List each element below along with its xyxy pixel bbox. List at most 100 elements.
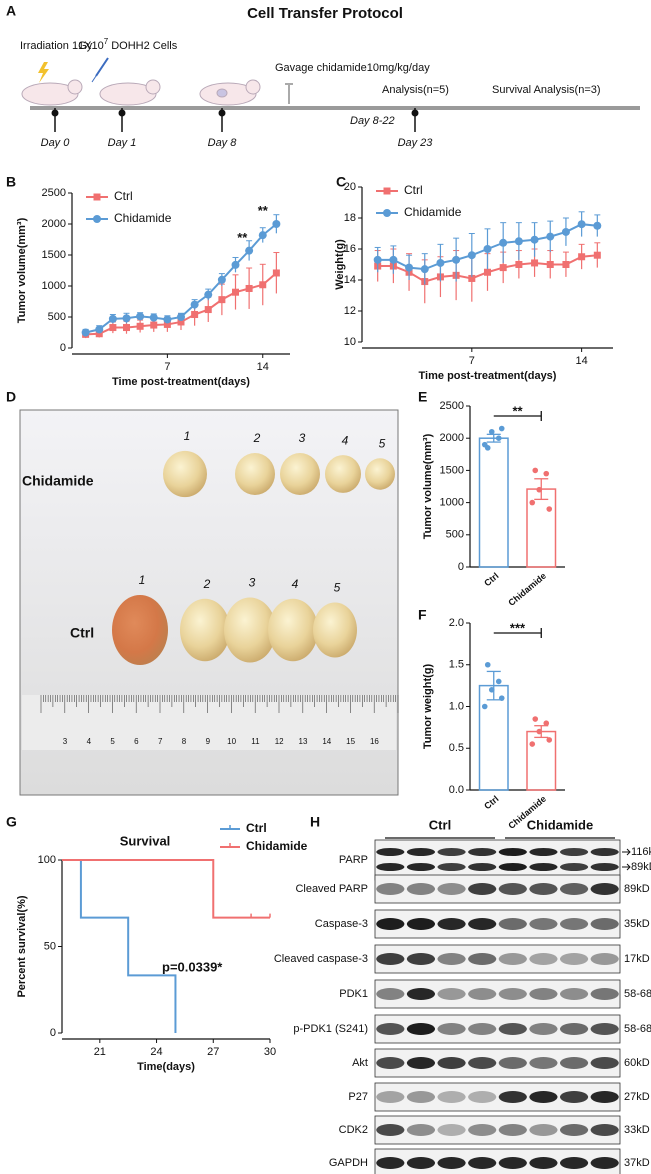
band — [406, 988, 436, 1000]
tumor — [280, 453, 320, 495]
bar — [478, 684, 509, 791]
marker — [245, 246, 254, 255]
row-label: CDK2 — [339, 1124, 368, 1136]
band — [498, 988, 527, 1000]
panel-label: D — [6, 389, 16, 405]
size-label: 37kD — [624, 1157, 650, 1169]
x-tick-label: 7 — [469, 355, 475, 367]
arrow — [622, 848, 631, 856]
tumor-number: 3 — [299, 431, 306, 445]
text: 1X10 — [78, 40, 104, 52]
band — [529, 918, 558, 930]
band — [590, 1091, 619, 1103]
row-label: p-PDK1 (S241) — [293, 1023, 368, 1035]
marker — [218, 296, 226, 304]
size-label: 89kD — [631, 861, 651, 873]
row-label: Caspase-3 — [315, 918, 368, 930]
marker — [373, 255, 382, 264]
marker — [150, 321, 158, 329]
marker — [109, 324, 117, 332]
band — [590, 1023, 619, 1035]
x-tick-label: Ctrl — [482, 794, 500, 812]
band — [468, 1124, 497, 1136]
arrow — [622, 863, 631, 871]
day-label: Day 0 — [41, 137, 71, 149]
band — [559, 1091, 589, 1103]
row-label: P27 — [348, 1091, 368, 1103]
marker — [561, 227, 570, 236]
row-label: Cleaved caspase-3 — [274, 953, 368, 965]
tumor-number: 1 — [139, 573, 146, 587]
band — [437, 1023, 466, 1035]
marker — [204, 306, 212, 314]
band — [406, 1057, 436, 1069]
marker — [136, 312, 145, 321]
ruler-number: 6 — [134, 737, 139, 746]
tumor — [163, 450, 207, 498]
band — [468, 988, 497, 1000]
y-tick-label: 0.0 — [449, 784, 464, 796]
x-tick-label: 21 — [94, 1046, 106, 1058]
band — [590, 848, 619, 856]
band — [529, 1057, 558, 1069]
band — [437, 863, 466, 871]
x-tick-label: 14 — [257, 361, 269, 373]
y-tick-label: 1000 — [42, 280, 66, 292]
y-tick-label: 0 — [50, 1027, 56, 1039]
y-axis-label: Tumor volume(mm³) — [422, 433, 434, 539]
marker — [108, 314, 117, 323]
band — [498, 863, 527, 871]
band — [468, 863, 497, 871]
band — [406, 1157, 436, 1169]
y-axis-label: Weight(g) — [334, 239, 346, 290]
ruler-number: 14 — [322, 737, 331, 746]
band — [498, 1091, 527, 1103]
y-tick-label: 0 — [60, 342, 66, 354]
marker — [562, 261, 570, 268]
band — [559, 953, 589, 965]
band — [498, 953, 527, 965]
marker — [122, 314, 131, 323]
band — [590, 988, 619, 1000]
band — [468, 848, 497, 856]
marker — [245, 284, 253, 292]
marker — [436, 258, 445, 267]
ruler-number: 9 — [206, 737, 211, 746]
panel-label: H — [310, 814, 320, 830]
y-tick-label: 2.0 — [449, 617, 464, 629]
row-label: Akt — [352, 1057, 368, 1069]
panel-label: B — [6, 174, 16, 190]
superscript: 7 — [104, 37, 109, 46]
significance: ** — [512, 403, 523, 418]
band — [529, 953, 558, 965]
blot-frame — [374, 839, 621, 881]
marker — [514, 237, 523, 246]
ruler-number: 12 — [275, 737, 284, 746]
panel-label: E — [418, 389, 427, 405]
y-tick-label: 0 — [458, 561, 464, 573]
marker — [593, 221, 602, 230]
band — [468, 883, 497, 895]
band — [437, 988, 466, 1000]
text: DOHH2 Cells — [108, 40, 178, 52]
panel-label: F — [418, 607, 427, 623]
band — [559, 988, 589, 1000]
band — [406, 953, 436, 965]
marker — [577, 220, 586, 229]
marker — [546, 232, 555, 241]
band — [498, 848, 527, 856]
data-point — [532, 716, 539, 722]
annotation: p=0.0339* — [162, 959, 223, 974]
tumor — [235, 453, 275, 495]
band — [590, 918, 619, 930]
band — [406, 1091, 436, 1103]
marker — [468, 274, 476, 282]
data-point — [481, 703, 488, 710]
y-tick-label: 20 — [344, 181, 356, 193]
irradiation-icon — [38, 62, 49, 83]
y-tick-label: 12 — [344, 305, 356, 317]
band — [529, 883, 558, 895]
y-tick-label: 18 — [344, 212, 356, 224]
survival-curve — [62, 859, 177, 1033]
